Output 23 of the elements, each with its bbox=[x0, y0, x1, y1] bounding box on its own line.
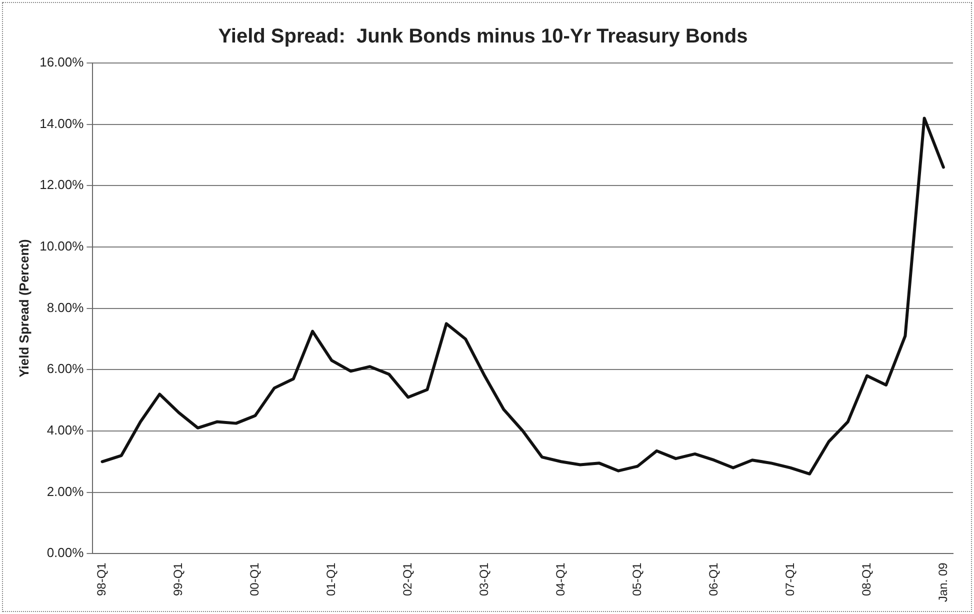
x-tick-label: 04-Q1 bbox=[553, 562, 568, 596]
x-tick-label: 03-Q1 bbox=[476, 562, 491, 596]
y-tick-label: 10.00% bbox=[40, 238, 84, 254]
x-tick-label: 02-Q1 bbox=[400, 562, 414, 596]
y-tick-label: 12.00% bbox=[40, 177, 84, 192]
y-tick-label: 8.00% bbox=[46, 300, 84, 315]
x-tick-label: 08-Q1 bbox=[859, 562, 874, 596]
x-tick-label: 98-Q1 bbox=[94, 562, 109, 596]
y-tick-label: 14.00% bbox=[40, 116, 84, 131]
y-tick-label: 6.00% bbox=[46, 361, 84, 376]
y-tick-label: 4.00% bbox=[46, 422, 84, 438]
y-tick-label: 16.00% bbox=[40, 54, 84, 70]
chart-title: Yield Spread: Junk Bonds minus 10-Yr Treasury Bonds bbox=[218, 26, 748, 48]
y-tick-label: 0.00% bbox=[46, 545, 84, 560]
y-axis-title: Yield Spread (Percent) bbox=[16, 239, 32, 378]
y-tick-label: 2.00% bbox=[46, 484, 84, 499]
x-tick-label: 99-Q1 bbox=[171, 562, 186, 596]
x-tick-label: 01-Q1 bbox=[324, 562, 338, 596]
x-tick-label: 00-Q1 bbox=[248, 562, 262, 596]
x-tick-label: 06-Q1 bbox=[706, 562, 720, 596]
x-tick-label: 07-Q1 bbox=[782, 562, 797, 596]
x-tick-label: 05-Q1 bbox=[630, 562, 644, 596]
x-tick-label: Jan. 09 bbox=[936, 562, 950, 602]
